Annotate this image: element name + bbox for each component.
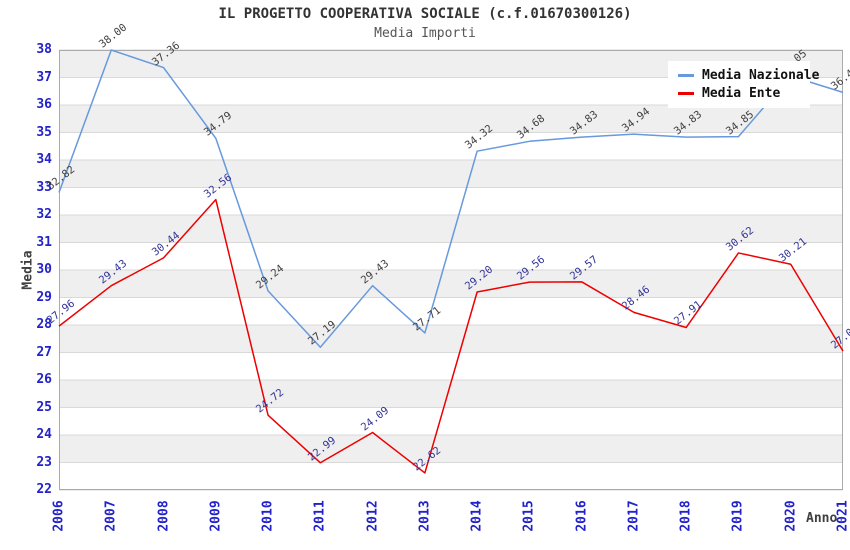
y-tick-label: 32 [36,207,52,222]
line-swatch-icon [678,91,694,95]
x-tick-label: 2007 [103,500,119,532]
y-tick-label: 34 [36,152,52,167]
x-tick-label: 2021 [835,500,850,532]
x-tick-label: 2010 [260,500,276,532]
y-tick-label: 35 [36,124,52,140]
y-tick-label: 36 [36,97,52,112]
x-tick-label: 2011 [312,500,328,532]
x-axis-title: Anno [806,511,838,526]
plot-canvas [58,49,844,491]
series-line-media-nazionale [58,49,844,349]
x-tick-label: 2012 [365,500,381,532]
y-tick-label: 31 [36,234,52,250]
x-tick-label: 2019 [730,500,746,532]
y-tick-label: 29 [36,289,52,305]
grid-band [59,160,843,188]
series-line-media-ente [58,198,844,474]
legend-item-media-ente: Media Ente [674,84,804,102]
plot-area: 32.82 38.00 37.36 34.79 29.24 27.19 29.43 27.71… [45,22,850,491]
x-tick-label: 2020 [783,500,799,532]
plot-border [59,50,843,490]
y-tick-label: 24 [36,427,52,442]
x-tick-label: 2008 [156,500,172,532]
grid-band [59,105,843,133]
y-tick-label: 27 [36,344,52,360]
x-tick-label: 2018 [678,500,694,532]
y-tick-label: 22 [36,482,52,497]
grid-band [59,435,843,463]
grid-band [59,325,843,353]
x-tick-label: 2014 [469,500,485,532]
grid-band [59,462,843,490]
y-tick-label: 25 [36,399,52,415]
y-tick-label: 30 [36,262,52,277]
x-tick-label: 2016 [574,500,590,532]
line-swatch-icon [678,73,694,77]
x-tick-label: 2006 [51,500,67,532]
grid-band [59,242,843,270]
legend-label: Media Nazionale [702,67,820,83]
y-tick-label: 38 [36,42,52,57]
grid-band [59,407,843,435]
y-tick-label: 26 [36,372,52,387]
x-tick-label: 2015 [521,500,537,532]
x-tick-label: 2009 [208,500,224,532]
y-tick-label: 28 [36,317,52,332]
legend: Media Nazionale Media Ente [668,61,819,108]
x-tick-label: 2017 [626,500,642,532]
legend-label: Media Ente [702,85,781,101]
y-tick-label: 37 [36,69,52,85]
grid-band [59,270,843,298]
grid-band [59,352,843,380]
legend-item-media-nazionale: Media Nazionale [674,66,819,84]
y-tick-label: 33 [36,179,52,195]
chart-title: IL PROGETTO COOPERATIVA SOCIALE (c.f.016… [218,6,632,22]
chart-subtitle: Media Importi [374,26,476,41]
grid-band [59,297,843,325]
x-tick-label: 2013 [417,500,433,532]
y-tick-label: 23 [36,454,52,470]
grid-band [59,187,843,215]
